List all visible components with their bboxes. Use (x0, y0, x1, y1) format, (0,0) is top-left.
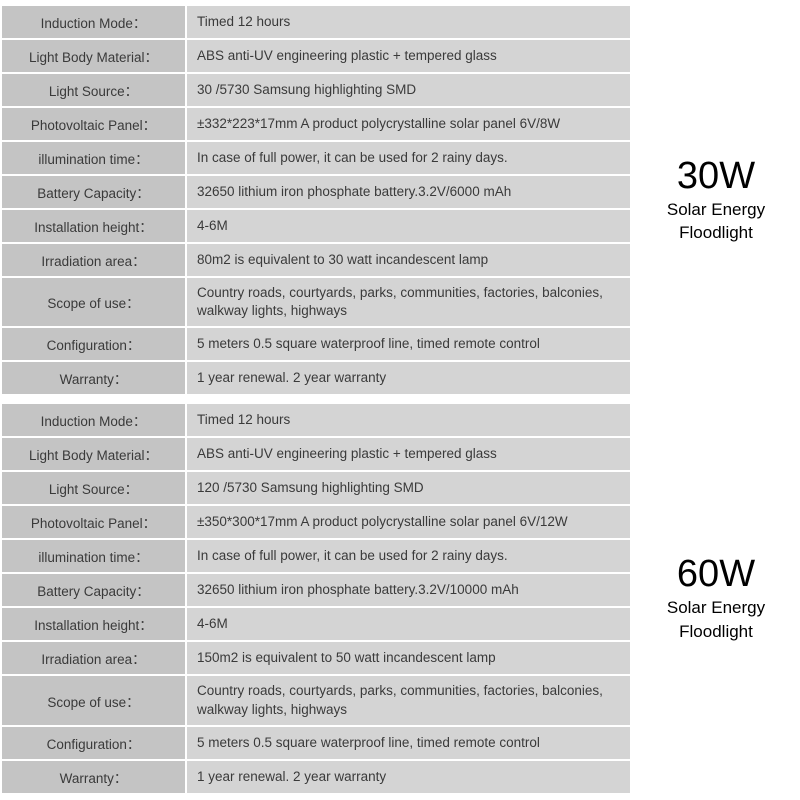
spec-value: 32650 lithium iron phosphate battery.3.2… (186, 175, 631, 209)
spec-value: Timed 12 hours (186, 5, 631, 39)
spec-label: illumination time： (1, 141, 186, 175)
spec-row: Installation height：4-6M (1, 607, 631, 641)
spec-label: Photovoltaic Panel： (1, 505, 186, 539)
spec-value: 1 year renewal. 2 year warranty (186, 760, 631, 794)
spec-value: 4-6M (186, 209, 631, 243)
spec-label: Induction Mode： (1, 403, 186, 437)
spec-row: Scope of use：Country roads, courtyards, … (1, 675, 631, 725)
spec-value: ±332*223*17mm A product polycrystalline … (186, 107, 631, 141)
spec-section-30w: Induction Mode：Timed 12 hoursLight Body … (0, 4, 800, 396)
spec-row: illumination time：In case of full power,… (1, 539, 631, 573)
spec-row: Installation height：4-6M (1, 209, 631, 243)
spec-value: 150m2 is equivalent to 50 watt incandesc… (186, 641, 631, 675)
spec-row: Induction Mode：Timed 12 hours (1, 403, 631, 437)
spec-value: ABS anti-UV engineering plastic + temper… (186, 437, 631, 471)
spec-label: Configuration： (1, 327, 186, 361)
spec-value: Country roads, courtyards, parks, commun… (186, 675, 631, 725)
spec-label: Installation height： (1, 209, 186, 243)
spec-value: 120 /5730 Samsung highlighting SMD (186, 471, 631, 505)
spec-value: Timed 12 hours (186, 403, 631, 437)
subtitle-line1: Solar Energy (667, 199, 765, 220)
spec-table: Induction Mode：Timed 12 hoursLight Body … (0, 4, 632, 396)
spec-value: 30 /5730 Samsung highlighting SMD (186, 73, 631, 107)
spec-label: Light Source： (1, 471, 186, 505)
spec-label: Irradiation area： (1, 641, 186, 675)
spec-row: Battery Capacity：32650 lithium iron phos… (1, 573, 631, 607)
spec-row: Light Body Material：ABS anti-UV engineer… (1, 39, 631, 73)
side-label: 30W Solar Energy Floodlight (632, 4, 800, 396)
spec-row: Light Source：30 /5730 Samsung highlighti… (1, 73, 631, 107)
spec-row: Photovoltaic Panel：±332*223*17mm A produ… (1, 107, 631, 141)
spec-label: Photovoltaic Panel： (1, 107, 186, 141)
wattage: 60W (677, 555, 755, 595)
spec-label: Configuration： (1, 726, 186, 760)
subtitle-line2: Floodlight (679, 621, 753, 642)
spec-label: Battery Capacity： (1, 175, 186, 209)
wattage: 30W (677, 157, 755, 197)
spec-value: 5 meters 0.5 square waterproof line, tim… (186, 327, 631, 361)
spec-label: Irradiation area： (1, 243, 186, 277)
spec-label: Light Source： (1, 73, 186, 107)
spec-row: Warranty：1 year renewal. 2 year warranty (1, 760, 631, 794)
spec-label: illumination time： (1, 539, 186, 573)
spec-table: Induction Mode：Timed 12 hoursLight Body … (0, 402, 632, 794)
spec-value: 80m2 is equivalent to 30 watt incandesce… (186, 243, 631, 277)
spec-label: Scope of use： (1, 675, 186, 725)
spec-row: Light Body Material：ABS anti-UV engineer… (1, 437, 631, 471)
spec-row: Battery Capacity：32650 lithium iron phos… (1, 175, 631, 209)
subtitle-line1: Solar Energy (667, 597, 765, 618)
spec-row: illumination time：In case of full power,… (1, 141, 631, 175)
spec-section-60w: Induction Mode：Timed 12 hoursLight Body … (0, 402, 800, 794)
spec-row: Photovoltaic Panel：±350*300*17mm A produ… (1, 505, 631, 539)
spec-row: Scope of use：Country roads, courtyards, … (1, 277, 631, 327)
spec-value: ±350*300*17mm A product polycrystalline … (186, 505, 631, 539)
spec-value: 4-6M (186, 607, 631, 641)
spec-label: Battery Capacity： (1, 573, 186, 607)
side-label: 60W Solar Energy Floodlight (632, 402, 800, 794)
spec-row: Warranty：1 year renewal. 2 year warranty (1, 361, 631, 395)
spec-row: Irradiation area：150m2 is equivalent to … (1, 641, 631, 675)
spec-value: 1 year renewal. 2 year warranty (186, 361, 631, 395)
spec-value: 32650 lithium iron phosphate battery.3.2… (186, 573, 631, 607)
spec-row: Light Source：120 /5730 Samsung highlight… (1, 471, 631, 505)
spec-value: In case of full power, it can be used fo… (186, 539, 631, 573)
spec-row: Configuration：5 meters 0.5 square waterp… (1, 726, 631, 760)
spec-label: Warranty： (1, 760, 186, 794)
spec-label: Installation height： (1, 607, 186, 641)
spec-value: In case of full power, it can be used fo… (186, 141, 631, 175)
spec-label: Light Body Material： (1, 437, 186, 471)
spec-row: Configuration：5 meters 0.5 square waterp… (1, 327, 631, 361)
spec-value: Country roads, courtyards, parks, commun… (186, 277, 631, 327)
spec-label: Scope of use： (1, 277, 186, 327)
spec-value: ABS anti-UV engineering plastic + temper… (186, 39, 631, 73)
spec-value: 5 meters 0.5 square waterproof line, tim… (186, 726, 631, 760)
spec-row: Induction Mode：Timed 12 hours (1, 5, 631, 39)
spec-label: Warranty： (1, 361, 186, 395)
spec-row: Irradiation area：80m2 is equivalent to 3… (1, 243, 631, 277)
spec-label: Light Body Material： (1, 39, 186, 73)
subtitle-line2: Floodlight (679, 222, 753, 243)
spec-label: Induction Mode： (1, 5, 186, 39)
